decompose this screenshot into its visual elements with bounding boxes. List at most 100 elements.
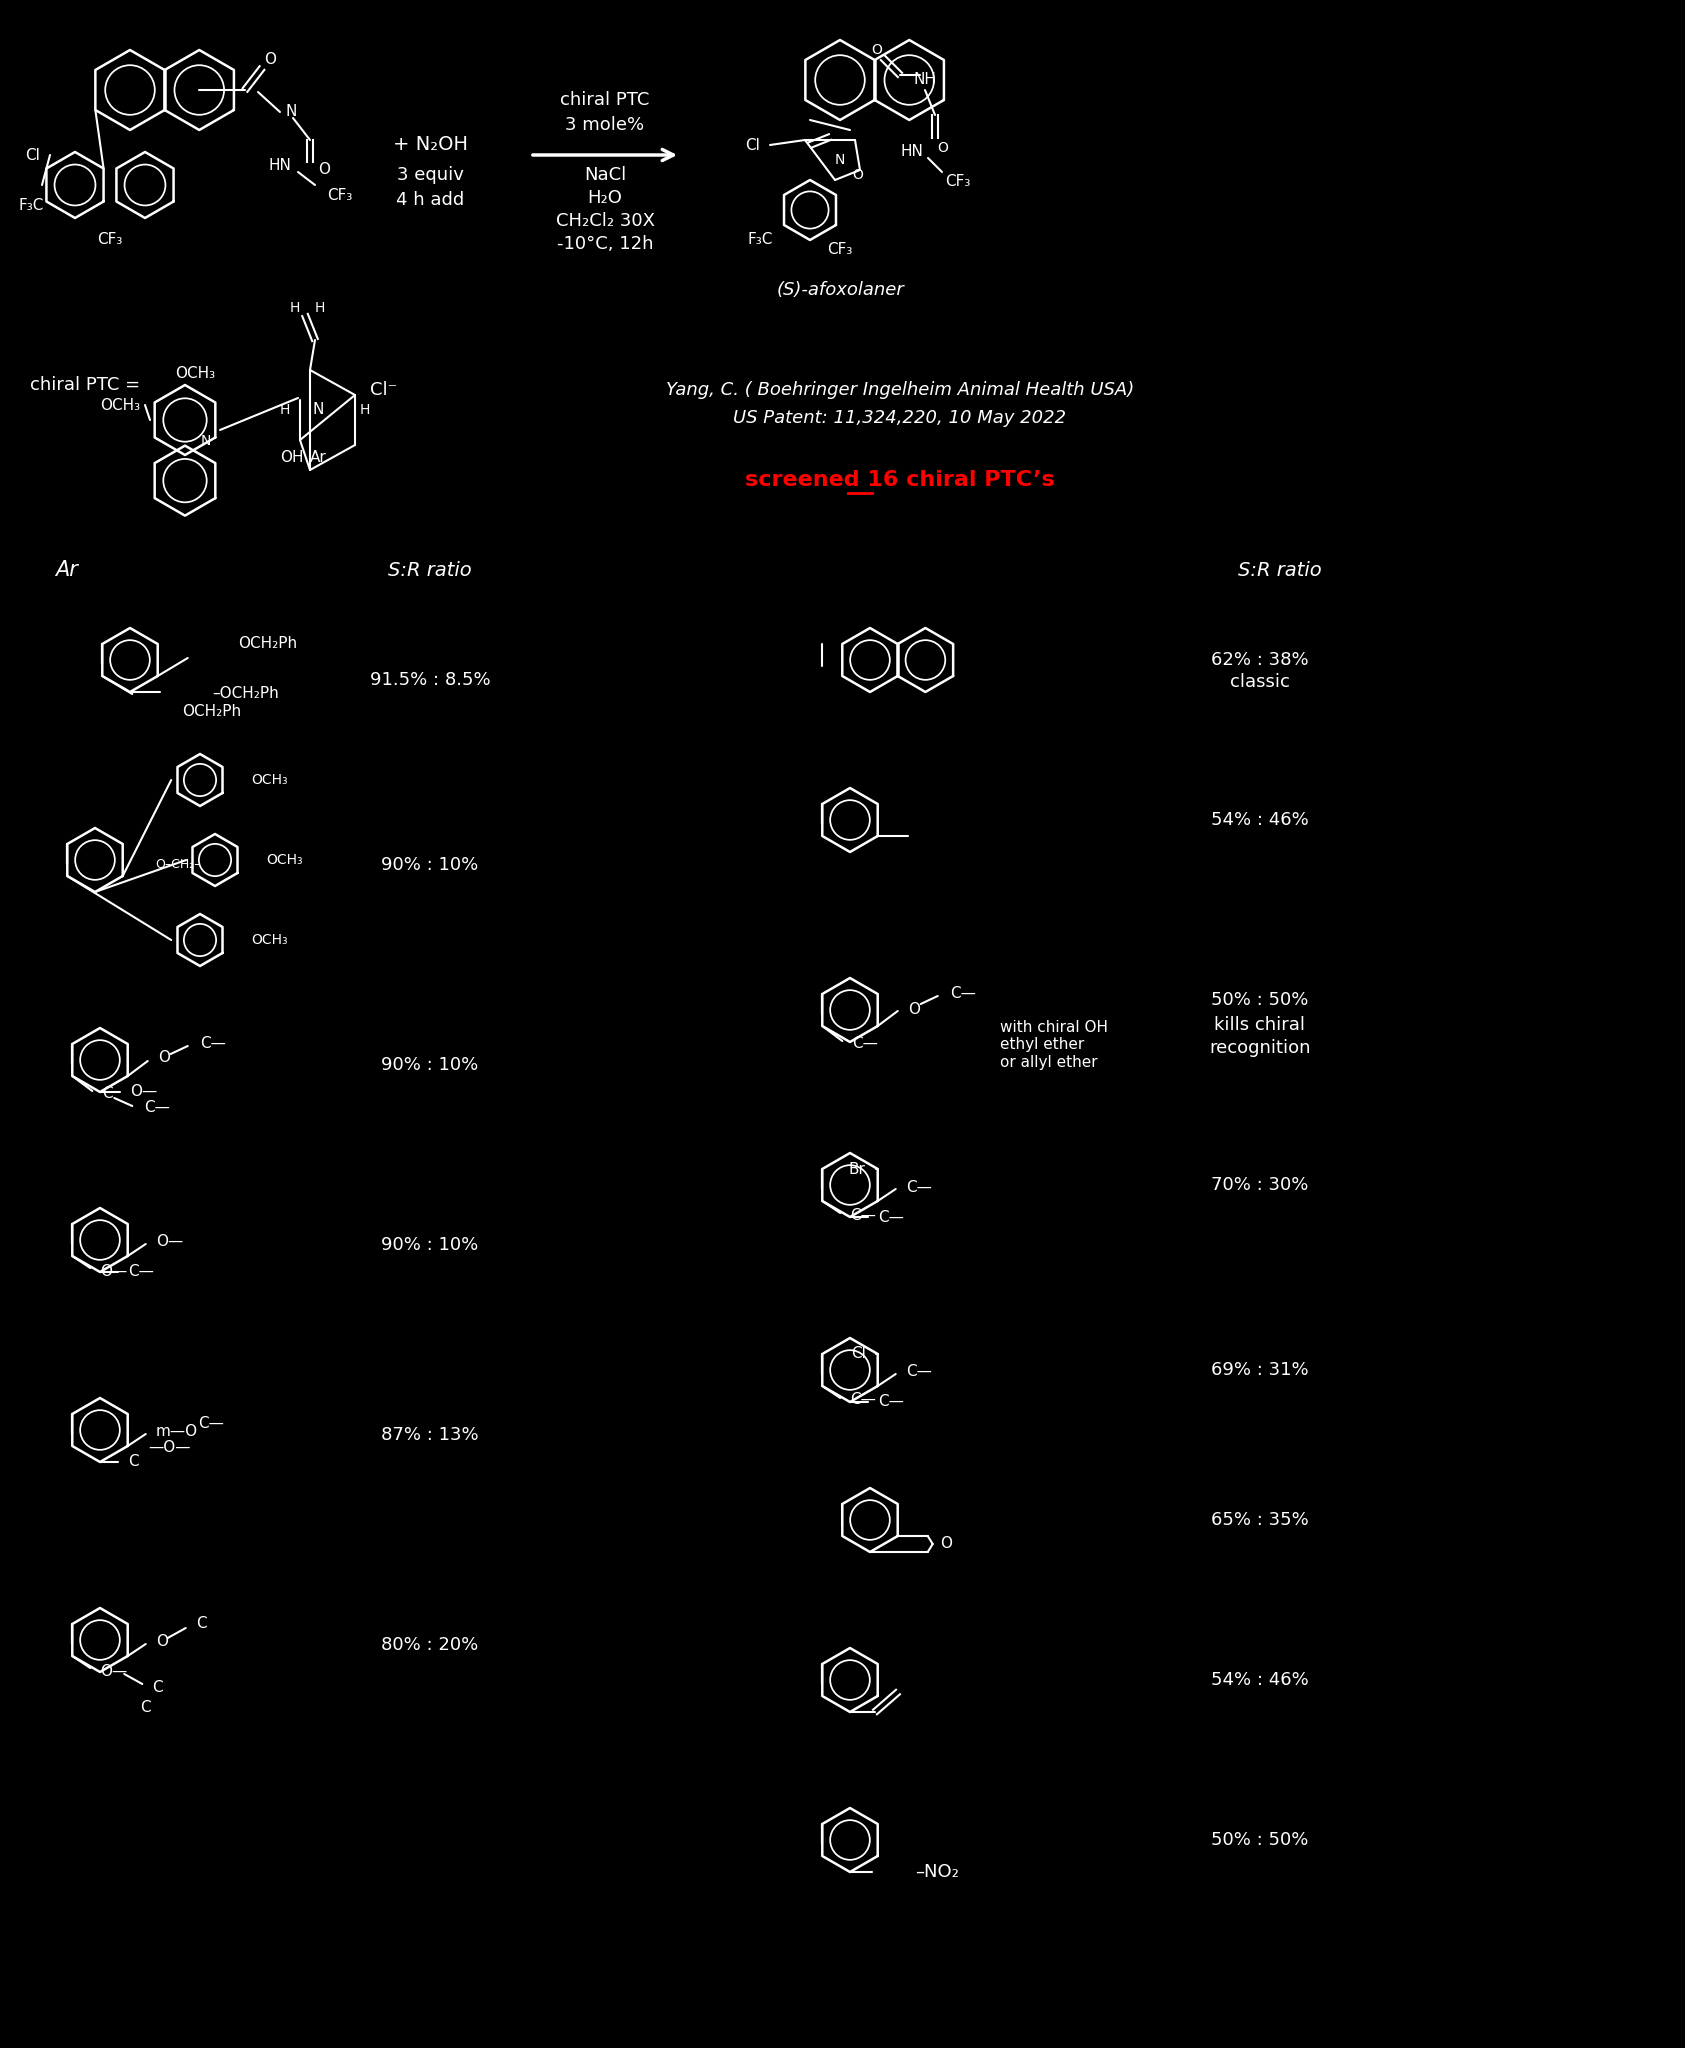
Text: + N₂OH: + N₂OH <box>393 135 467 154</box>
Text: OCH₂Ph: OCH₂Ph <box>238 637 297 651</box>
Text: C—: C— <box>851 1208 876 1223</box>
Text: H: H <box>315 301 325 315</box>
Text: Cl: Cl <box>25 147 40 162</box>
Text: 87% : 13%: 87% : 13% <box>381 1425 479 1444</box>
Text: 3 mole%: 3 mole% <box>566 117 645 133</box>
Text: CH₂Cl₂ 30X: CH₂Cl₂ 30X <box>556 213 654 229</box>
Text: 69% : 31%: 69% : 31% <box>1212 1362 1309 1378</box>
Text: OCH₃: OCH₃ <box>251 772 288 786</box>
Text: HN: HN <box>268 158 292 172</box>
Text: F₃C: F₃C <box>748 233 773 248</box>
Text: (S)-afoxolaner: (S)-afoxolaner <box>777 281 903 299</box>
Text: CF₃: CF₃ <box>327 188 352 203</box>
Text: H: H <box>280 403 290 418</box>
Text: 50% : 50%: 50% : 50% <box>1212 1831 1309 1849</box>
Text: O: O <box>158 1051 170 1065</box>
Text: OCH₃: OCH₃ <box>175 365 216 381</box>
Text: N: N <box>285 104 297 119</box>
Text: O: O <box>908 1001 920 1016</box>
Text: chiral PTC =: chiral PTC = <box>30 377 140 393</box>
Text: HN: HN <box>900 145 923 160</box>
Text: screened 16 chiral PTC’s: screened 16 chiral PTC’s <box>745 469 1055 489</box>
Text: C—: C— <box>851 1393 876 1407</box>
Text: chiral PTC: chiral PTC <box>561 90 650 109</box>
Text: -10°C, 12h: -10°C, 12h <box>556 236 654 254</box>
Text: C—: C— <box>197 1417 224 1432</box>
Text: 80% : 20%: 80% : 20% <box>381 1636 479 1655</box>
Text: O—: O— <box>101 1663 128 1679</box>
Text: F₃C: F₃C <box>19 197 44 213</box>
Text: C: C <box>152 1681 163 1696</box>
Text: Cl: Cl <box>851 1346 866 1362</box>
Text: recognition: recognition <box>1210 1038 1311 1057</box>
Text: NH: NH <box>913 72 937 88</box>
Text: 3 equiv: 3 equiv <box>396 166 463 184</box>
Text: –NO₂: –NO₂ <box>915 1864 959 1880</box>
Text: Ar: Ar <box>56 559 78 580</box>
Text: C: C <box>128 1454 138 1470</box>
Text: O—: O— <box>101 1264 128 1278</box>
Text: 4 h add: 4 h add <box>396 190 463 209</box>
Text: 50% : 50%: 50% : 50% <box>1212 991 1309 1010</box>
Text: m—O: m—O <box>155 1423 197 1438</box>
Text: N: N <box>201 434 211 449</box>
Text: 90% : 10%: 90% : 10% <box>381 1237 479 1253</box>
Text: 90% : 10%: 90% : 10% <box>381 1057 479 1073</box>
Text: C—: C— <box>907 1180 932 1194</box>
Text: Cl⁻: Cl⁻ <box>371 381 398 399</box>
Text: C—: C— <box>201 1036 226 1051</box>
Text: O—: O— <box>155 1233 184 1249</box>
Text: C: C <box>195 1616 206 1632</box>
Text: classic: classic <box>1230 674 1291 690</box>
Text: H₂O: H₂O <box>588 188 622 207</box>
Text: OH: OH <box>280 451 303 465</box>
Text: OCH₂Ph: OCH₂Ph <box>182 705 241 719</box>
Text: NaCl: NaCl <box>585 166 627 184</box>
Text: –OCH₂Ph: –OCH₂Ph <box>212 686 278 702</box>
Text: C—: C— <box>853 1036 878 1051</box>
Text: OCH₃: OCH₃ <box>251 934 288 946</box>
Text: N: N <box>834 154 846 168</box>
Text: C—: C— <box>878 1210 903 1225</box>
Text: O: O <box>155 1634 169 1649</box>
Text: 54% : 46%: 54% : 46% <box>1212 811 1309 829</box>
Text: C—: C— <box>878 1395 903 1409</box>
Text: —O—: —O— <box>148 1440 190 1454</box>
Text: C—: C— <box>907 1364 932 1380</box>
Text: S:R ratio: S:R ratio <box>388 561 472 580</box>
Text: C: C <box>103 1087 113 1102</box>
Text: O: O <box>871 43 883 57</box>
Text: OCH₃: OCH₃ <box>266 854 303 866</box>
Text: CF₃: CF₃ <box>945 174 971 190</box>
Text: with chiral OH
ethyl ether
or allyl ether: with chiral OH ethyl ether or allyl ethe… <box>999 1020 1109 1069</box>
Text: OCH₃: OCH₃ <box>99 397 140 412</box>
Text: H: H <box>361 403 371 418</box>
Text: O: O <box>265 53 276 68</box>
Text: Yang, C. ( Boehringer Ingelheim Animal Health USA): Yang, C. ( Boehringer Ingelheim Animal H… <box>666 381 1134 399</box>
Text: 90% : 10%: 90% : 10% <box>381 856 479 874</box>
Text: 62% : 38%: 62% : 38% <box>1212 651 1309 670</box>
Text: O: O <box>853 168 863 182</box>
Text: C: C <box>140 1700 152 1716</box>
Text: O: O <box>318 162 330 178</box>
Text: N: N <box>312 403 324 418</box>
Text: C—: C— <box>128 1264 153 1280</box>
Text: 54% : 46%: 54% : 46% <box>1212 1671 1309 1690</box>
Text: CF₃: CF₃ <box>827 242 853 258</box>
Text: 65% : 35%: 65% : 35% <box>1212 1511 1309 1530</box>
Text: C—: C— <box>145 1100 170 1116</box>
Text: CF₃: CF₃ <box>98 233 123 248</box>
Text: C—: C— <box>950 987 976 1001</box>
Text: O: O <box>940 1536 952 1552</box>
Text: kills chiral: kills chiral <box>1215 1016 1306 1034</box>
Text: Cl: Cl <box>745 137 760 152</box>
Text: US Patent: 11,324,220, 10 May 2022: US Patent: 11,324,220, 10 May 2022 <box>733 410 1067 426</box>
Text: 91.5% : 8.5%: 91.5% : 8.5% <box>369 672 490 688</box>
Text: Ar: Ar <box>310 451 327 465</box>
Text: Br: Br <box>849 1161 866 1176</box>
Text: 70% : 30%: 70% : 30% <box>1212 1176 1309 1194</box>
Text: O–CH₂–: O–CH₂– <box>155 858 201 872</box>
Text: H: H <box>290 301 300 315</box>
Text: O: O <box>937 141 949 156</box>
Text: O—: O— <box>130 1085 157 1100</box>
